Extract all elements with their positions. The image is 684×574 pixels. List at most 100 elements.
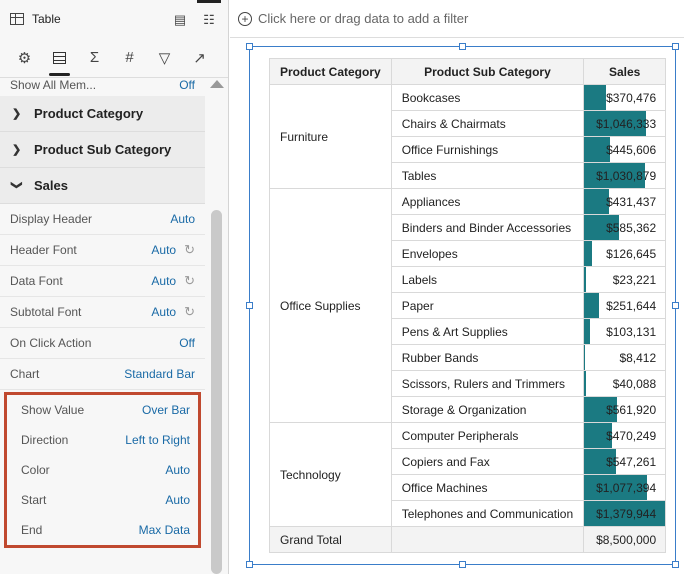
sales-cell[interactable]: $251,644 [583, 292, 667, 319]
table-row[interactable]: Office Supplies Appliances $431,437 [269, 188, 667, 423]
sales-cell[interactable]: $1,030,879 [583, 162, 667, 189]
category-cell[interactable]: Technology [269, 422, 392, 527]
sales-cell[interactable]: $23,221 [583, 266, 667, 293]
sub-category-cell[interactable]: Envelopes [390, 240, 585, 267]
sub-category-cell[interactable]: Binders and Binder Accessories [390, 214, 585, 241]
table-row[interactable]: Furniture Bookcases $370,476 [269, 84, 667, 189]
resize-handle[interactable] [246, 561, 253, 568]
sales-cell[interactable]: $547,261 [583, 448, 667, 475]
sub-category-cell[interactable]: Office Machines [390, 474, 585, 501]
sales-cell[interactable]: $1,379,944 [583, 500, 667, 527]
resize-handle[interactable] [672, 43, 679, 50]
prop-value[interactable]: Auto [165, 493, 190, 507]
properties-icon[interactable]: ☷ [197, 0, 221, 31]
sub-category-cell[interactable]: Pens & Art Supplies [390, 318, 585, 345]
prop-value[interactable]: Auto [170, 212, 195, 226]
table-row[interactable]: Envelopes $126,645 [270, 240, 667, 267]
prop-value-text[interactable]: Auto [151, 243, 177, 257]
prop-row[interactable]: On Click Action Off [0, 328, 205, 359]
table-tab-icon[interactable] [42, 38, 77, 78]
sub-category-cell[interactable]: Computer Peripherals [390, 422, 585, 449]
sub-category-cell[interactable]: Copiers and Fax [390, 448, 585, 475]
section-product-sub-category[interactable]: ❯ Product Sub Category [0, 132, 205, 168]
prop-value[interactable]: Off [179, 78, 195, 92]
panel-scrollbar[interactable] [210, 78, 224, 574]
sales-cell[interactable]: $1,077,394 [583, 474, 667, 501]
scrollbar-thumb[interactable] [211, 210, 222, 574]
section-sales[interactable]: ❯ Sales [0, 168, 205, 204]
prop-show-all-members[interactable]: Show All Mem... Off [0, 78, 205, 96]
prop-value[interactable]: Over Bar [141, 403, 190, 417]
prop-value[interactable]: Max Data [138, 523, 190, 537]
table-row[interactable]: Scissors, Rulers and Trimmers $40,088 [270, 370, 667, 397]
grand-total-row[interactable]: Grand Total $8,500,000 [269, 526, 667, 553]
data-layout-icon[interactable]: ▤ [173, 12, 187, 27]
add-filter-icon[interactable]: + [238, 11, 252, 26]
resize-handle[interactable] [459, 43, 466, 50]
sub-category-cell[interactable]: Scissors, Rulers and Trimmers [390, 370, 585, 397]
gear-icon[interactable]: ⚙ [17, 49, 32, 67]
resize-handle[interactable] [672, 561, 679, 568]
hash-icon[interactable]: # [125, 49, 134, 66]
sub-category-cell[interactable]: Chairs & Chairmats [390, 110, 585, 137]
prop-value-text[interactable]: Standard Bar [124, 367, 195, 381]
sub-category-cell[interactable]: Appliances [390, 188, 585, 215]
category-cell[interactable]: Office Supplies [269, 188, 392, 423]
prop-value[interactable]: Left to Right [125, 433, 190, 447]
prop-value[interactable]: Auto ↻ [151, 304, 195, 320]
sales-cell[interactable]: $103,131 [583, 318, 667, 345]
table-row[interactable]: Telephones and Communication $1,379,944 [270, 500, 667, 527]
resize-handle[interactable] [246, 302, 253, 309]
filter-icon[interactable]: ▽ [158, 49, 171, 67]
prop-row[interactable]: Direction Left to Right [7, 425, 198, 455]
table-row[interactable]: Tables $1,030,879 [270, 162, 667, 189]
sales-cell[interactable]: $431,437 [583, 188, 667, 215]
section-product-category[interactable]: ❯ Product Category [0, 96, 205, 132]
sub-category-cell[interactable]: Paper [390, 292, 585, 319]
prop-value[interactable]: Auto ↻ [151, 242, 195, 258]
table-row[interactable]: Office Machines $1,077,394 [270, 474, 667, 501]
table-row[interactable]: Paper $251,644 [270, 292, 667, 319]
sub-category-cell[interactable]: Labels [390, 266, 585, 293]
filter-bar[interactable]: + Click here or drag data to add a filte… [230, 0, 684, 38]
prop-value[interactable]: Off [179, 336, 195, 350]
header-product-sub-category[interactable]: Product Sub Category [390, 58, 585, 85]
table-row[interactable]: Pens & Art Supplies $103,131 [270, 318, 667, 345]
sub-category-cell[interactable]: Rubber Bands [390, 344, 585, 371]
category-cell[interactable]: Furniture [269, 84, 392, 189]
prop-value[interactable]: Auto ↻ [151, 273, 195, 289]
prop-row[interactable]: End Max Data [7, 515, 198, 545]
scroll-up-arrow-icon[interactable] [210, 80, 224, 88]
resize-handle[interactable] [459, 561, 466, 568]
prop-value-text[interactable]: Auto [151, 274, 177, 288]
sales-cell[interactable]: $8,412 [583, 344, 667, 371]
table-row[interactable]: Storage & Organization $561,920 [270, 396, 667, 423]
prop-row[interactable]: Header Font Auto ↻ [0, 235, 205, 266]
table-row[interactable]: Office Furnishings $445,606 [270, 136, 667, 163]
prop-row[interactable]: Start Auto [7, 485, 198, 515]
prop-row[interactable]: Chart Standard Bar [0, 359, 205, 390]
sales-cell[interactable]: $1,046,333 [583, 110, 667, 137]
sales-cell[interactable]: $126,645 [583, 240, 667, 267]
table-row[interactable]: Chairs & Chairmats $1,046,333 [270, 110, 667, 137]
sub-category-cell[interactable]: Storage & Organization [390, 396, 585, 423]
table-row[interactable]: Copiers and Fax $547,261 [270, 448, 667, 475]
reset-icon[interactable]: ↻ [184, 242, 195, 257]
sub-category-cell[interactable]: Tables [390, 162, 585, 189]
trend-icon[interactable]: ↗ [193, 49, 206, 67]
sales-cell[interactable]: $585,362 [583, 214, 667, 241]
prop-value[interactable]: Standard Bar [124, 367, 195, 381]
prop-row[interactable]: Subtotal Font Auto ↻ [0, 297, 205, 328]
sales-cell[interactable]: $470,249 [583, 422, 667, 449]
prop-row[interactable]: Data Font Auto ↻ [0, 266, 205, 297]
resize-handle[interactable] [246, 43, 253, 50]
sigma-icon[interactable]: Σ [89, 49, 100, 66]
sub-category-cell[interactable]: Bookcases [390, 84, 585, 111]
sales-cell[interactable]: $370,476 [583, 84, 667, 111]
reset-icon[interactable]: ↻ [184, 273, 195, 288]
prop-value-text[interactable]: Auto [151, 305, 177, 319]
reset-icon[interactable]: ↻ [184, 304, 195, 319]
prop-value-text[interactable]: Off [179, 336, 195, 350]
prop-value[interactable]: Auto [165, 463, 190, 477]
prop-row[interactable]: Display Header Auto [0, 204, 205, 235]
